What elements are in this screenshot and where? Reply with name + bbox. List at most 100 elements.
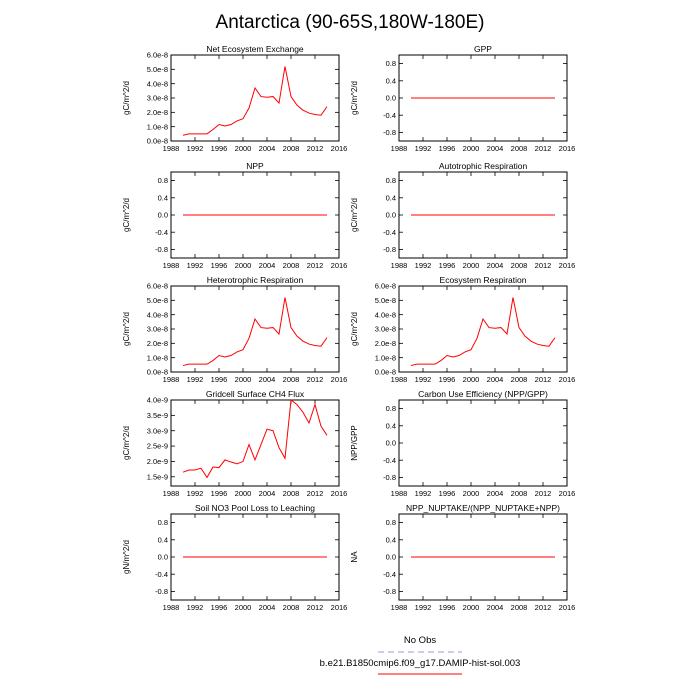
x-tick-label: 1996 xyxy=(211,144,228,153)
panel-title: Ecosystem Respiration xyxy=(440,275,527,285)
x-tick-label: 2000 xyxy=(463,144,480,153)
plot-frame xyxy=(398,285,568,373)
x-tick-label: 2004 xyxy=(259,603,276,612)
y-tick-label: 2.5e-9 xyxy=(147,442,168,451)
x-tick-label: 1996 xyxy=(211,603,228,612)
x-tick-label: 1992 xyxy=(187,489,204,498)
panel-title: Gridcell Surface CH4 Flux xyxy=(206,389,305,399)
chart-panel: Heterotrophic Respiration 1988 1992 1996 200… xyxy=(122,275,347,384)
y-tick-label: 4.0e-8 xyxy=(147,310,168,319)
x-tick-label: 1996 xyxy=(439,489,456,498)
x-tick-label: 1992 xyxy=(415,261,432,270)
x-tick-label: 2012 xyxy=(535,489,552,498)
y-axis-label: gC/m^2/d xyxy=(350,312,359,346)
x-tick-label: 1988 xyxy=(391,261,408,270)
x-tick-label: 2012 xyxy=(307,603,324,612)
x-tick-label: 2016 xyxy=(331,144,348,153)
x-tick-label: 1988 xyxy=(163,375,180,384)
x-tick-label: 2016 xyxy=(331,375,348,384)
x-tick-label: 1992 xyxy=(415,375,432,384)
x-tick-label: 1996 xyxy=(211,489,228,498)
y-tick-label: 0.8 xyxy=(158,518,168,527)
y-axis-label: gC/m^2/d xyxy=(350,81,359,115)
panel-title: NPP_NUPTAKE/(NPP_NUPTAKE+NPP) xyxy=(406,503,560,513)
x-tick-label: 2008 xyxy=(511,261,528,270)
x-tick-label: 2012 xyxy=(535,375,552,384)
y-tick-label: 0.4 xyxy=(386,421,396,430)
x-tick-label: 2008 xyxy=(283,489,300,498)
legend-obs-label: No Obs xyxy=(404,635,436,646)
y-tick-label: 6.0e-8 xyxy=(375,282,396,291)
x-tick-label: 2016 xyxy=(559,603,576,612)
y-tick-label: 6.0e-8 xyxy=(147,51,168,60)
y-tick-label: 0.0e-8 xyxy=(147,137,168,146)
y-tick-label: 0.0 xyxy=(158,553,168,562)
chart-panel: NPP_NUPTAKE/(NPP_NUPTAKE+NPP) 1988 1992 199… xyxy=(350,503,575,612)
y-tick-label: 4.0e-8 xyxy=(375,310,396,319)
y-tick-label: 3.5e-9 xyxy=(147,411,168,420)
y-tick-label: -0.4 xyxy=(383,570,396,579)
x-tick-label: 2004 xyxy=(487,489,504,498)
y-tick-label: 1.0e-8 xyxy=(375,353,396,362)
plot-frame xyxy=(398,399,568,487)
chart-panel: NPP 1988 1992 1996 2000 2004 2008 2012 2016 -0.8 -… xyxy=(122,161,347,270)
panel-title: Carbon Use Efficiency (NPP/GPP) xyxy=(418,389,548,399)
x-tick-label: 2000 xyxy=(463,261,480,270)
y-axis-label: gC/m^2/d xyxy=(122,81,131,115)
y-tick-label: 2.0e-8 xyxy=(147,339,168,348)
chart-panel: Net Ecosystem Exchange 1988 1992 1996 2000 20… xyxy=(122,44,347,153)
y-axis-label: gC/m^2/d xyxy=(122,426,131,460)
y-axis-label: NPP/GPP xyxy=(350,425,359,461)
y-tick-label: 0.8 xyxy=(386,518,396,527)
x-tick-label: 2000 xyxy=(463,375,480,384)
x-tick-label: 2008 xyxy=(283,261,300,270)
x-tick-label: 2004 xyxy=(259,375,276,384)
x-tick-label: 2004 xyxy=(487,375,504,384)
plot-frame xyxy=(170,54,340,142)
figure-title: Antarctica (90-65S,180W-180E) xyxy=(216,12,485,33)
legend: No Obs b.e21.B1850cmip6.f09_g17.DAMIP-hi… xyxy=(320,635,520,675)
panel-title: GPP xyxy=(474,44,492,54)
x-tick-label: 2004 xyxy=(259,144,276,153)
chart-panel: Ecosystem Respiration 1988 1992 1996 2000 200… xyxy=(350,275,575,384)
x-tick-label: 1992 xyxy=(415,489,432,498)
x-tick-label: 2000 xyxy=(235,603,252,612)
panel-title: Heterotrophic Respiration xyxy=(207,275,304,285)
x-tick-label: 1988 xyxy=(163,144,180,153)
chart-panel: Gridcell Surface CH4 Flux 1988 1992 1996 200… xyxy=(122,389,347,498)
y-tick-label: 5.0e-8 xyxy=(147,296,168,305)
x-tick-label: 1992 xyxy=(187,261,204,270)
chart-panel: GPP 1988 1992 1996 2000 2004 2008 2012 2016 -0.8 -… xyxy=(350,44,575,153)
x-tick-label: 2008 xyxy=(511,489,528,498)
y-tick-label: 0.0 xyxy=(386,211,396,220)
x-tick-label: 1996 xyxy=(211,375,228,384)
y-tick-label: 5.0e-8 xyxy=(375,296,396,305)
x-tick-label: 1988 xyxy=(163,489,180,498)
y-tick-label: 0.0 xyxy=(386,94,396,103)
y-tick-label: 0.4 xyxy=(158,535,168,544)
y-tick-label: 3.0e-9 xyxy=(147,426,168,435)
y-axis-label: NA xyxy=(350,551,359,563)
x-tick-label: 2000 xyxy=(463,603,480,612)
x-tick-label: 2016 xyxy=(331,603,348,612)
y-tick-label: 1.0e-8 xyxy=(147,353,168,362)
x-tick-label: 1992 xyxy=(415,144,432,153)
y-tick-label: 0.0 xyxy=(158,211,168,220)
y-tick-label: 0.4 xyxy=(158,193,168,202)
y-tick-label: -0.8 xyxy=(383,245,396,254)
x-tick-label: 2008 xyxy=(283,375,300,384)
series-line xyxy=(182,66,328,136)
x-tick-label: 2016 xyxy=(559,375,576,384)
x-tick-label: 2012 xyxy=(535,603,552,612)
y-tick-label: 0.0 xyxy=(386,553,396,562)
y-tick-label: 6.0e-8 xyxy=(147,282,168,291)
panel-title: Net Ecosystem Exchange xyxy=(206,44,304,54)
plot-frame xyxy=(170,285,340,373)
x-tick-label: 1988 xyxy=(391,603,408,612)
chart-panel: Carbon Use Efficiency (NPP/GPP) 1988 1992 1… xyxy=(350,389,575,498)
y-tick-label: 2.0e-9 xyxy=(147,457,168,466)
y-tick-label: 3.0e-8 xyxy=(147,325,168,334)
y-tick-label: 0.8 xyxy=(386,176,396,185)
x-tick-label: 1996 xyxy=(439,603,456,612)
